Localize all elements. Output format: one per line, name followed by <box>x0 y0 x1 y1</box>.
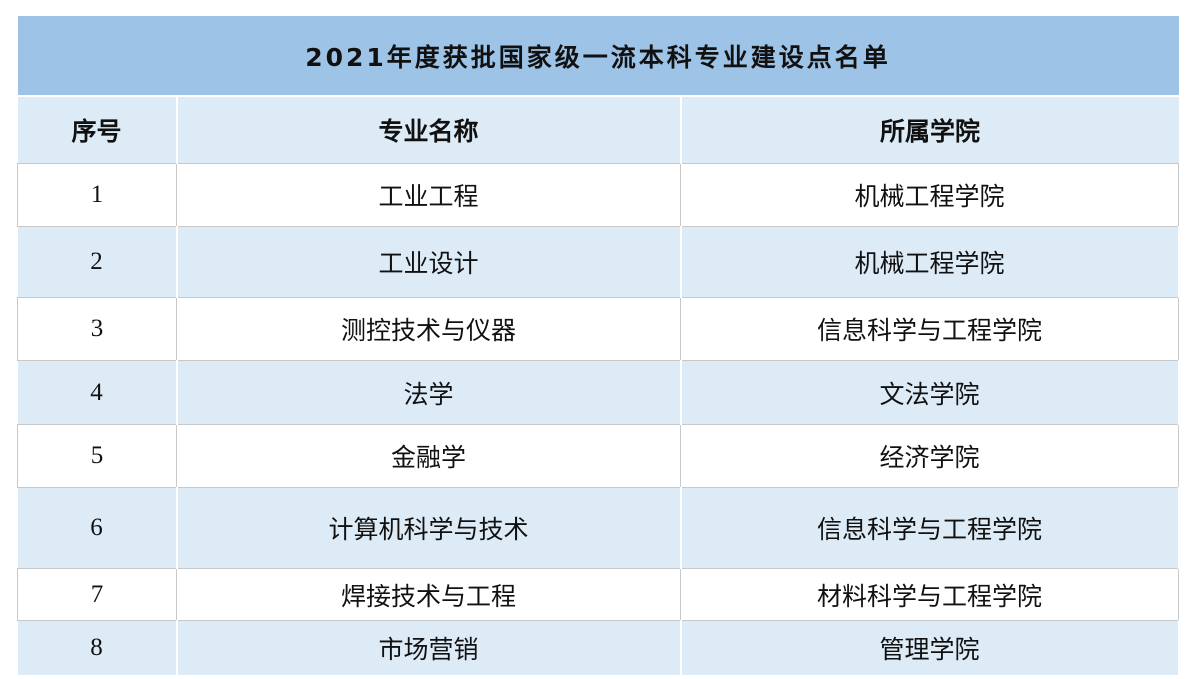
cell-major: 法学 <box>175 360 682 425</box>
cell-index: 5 <box>17 424 177 488</box>
cell-college: 材料科学与工程学院 <box>679 568 1180 621</box>
header-major: 专业名称 <box>175 95 681 164</box>
cell-major: 测控技术与仪器 <box>176 297 681 361</box>
cell-index: 8 <box>17 620 178 675</box>
cell-major: 金融学 <box>176 424 681 488</box>
cell-index: 7 <box>17 568 177 621</box>
cell-major: 工业工程 <box>176 163 681 227</box>
cell-major: 焊接技术与工程 <box>176 568 681 621</box>
table-row: 6 计算机科学与技术 信息科学与工程学院 <box>17 487 1180 569</box>
cell-college: 管理学院 <box>679 620 1180 675</box>
cell-college: 文法学院 <box>679 360 1180 425</box>
table-title: 2021年度获批国家级一流本科专业建设点名单 <box>17 16 1179 96</box>
table-row: 3 测控技术与仪器 信息科学与工程学院 <box>17 297 1180 361</box>
table-row: 7 焊接技术与工程 材料科学与工程学院 <box>17 568 1180 621</box>
cell-index: 6 <box>17 487 178 569</box>
cell-index: 1 <box>17 163 177 227</box>
cell-index: 3 <box>17 297 177 361</box>
cell-college: 经济学院 <box>679 424 1180 488</box>
table-row: 1 工业工程 机械工程学院 <box>17 163 1180 227</box>
cell-major: 工业设计 <box>175 226 682 298</box>
cell-major: 市场营销 <box>175 620 682 675</box>
cell-index: 2 <box>17 226 178 298</box>
cell-college: 机械工程学院 <box>679 226 1180 298</box>
header-college: 所属学院 <box>679 95 1179 164</box>
cell-major: 计算机科学与技术 <box>175 487 682 569</box>
table-row: 8 市场营销 管理学院 <box>17 620 1180 675</box>
header-row: 序号 专业名称 所属学院 <box>17 95 1179 164</box>
header-index: 序号 <box>17 95 177 164</box>
cell-index: 4 <box>17 360 178 425</box>
cell-college: 信息科学与工程学院 <box>679 297 1180 361</box>
table-row: 5 金融学 经济学院 <box>17 424 1180 488</box>
cell-college: 机械工程学院 <box>679 163 1180 227</box>
title-row: 2021年度获批国家级一流本科专业建设点名单 <box>17 16 1179 96</box>
major-list-table: 2021年度获批国家级一流本科专业建设点名单 序号 专业名称 所属学院 1 工业工… <box>17 16 1180 675</box>
table-row: 2 工业设计 机械工程学院 <box>17 226 1180 298</box>
cell-college: 信息科学与工程学院 <box>679 487 1180 569</box>
table-row: 4 法学 文法学院 <box>17 360 1180 425</box>
